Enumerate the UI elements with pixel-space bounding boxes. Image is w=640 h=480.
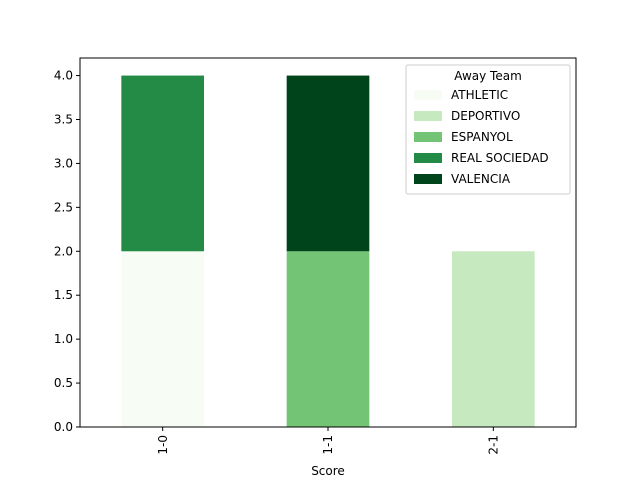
y-tick-label: 2.0 (54, 244, 73, 258)
y-tick-label: 1.5 (54, 288, 73, 302)
legend-title: Away Team (454, 69, 522, 83)
bar-1-1-series-4 (286, 75, 370, 252)
bars-group (121, 75, 535, 427)
y-tick-label: 0.0 (54, 420, 73, 434)
legend-swatch (414, 174, 442, 184)
y-tick-label: 4.0 (54, 69, 73, 83)
bar-2-1-series-1 (452, 251, 535, 427)
legend-box (405, 64, 571, 195)
bar-1-1-series-2 (286, 251, 370, 427)
x-axis: 1-0 1-1 2-1 (156, 427, 501, 455)
legend-entry: ESPANYOL (451, 130, 513, 144)
legend-swatch (414, 153, 442, 163)
x-tick-label: 2-1 (487, 435, 501, 455)
y-tick-label: 0.5 (54, 376, 73, 390)
legend-entry: DEPORTIVO (451, 109, 520, 123)
legend: Away Team ATHLETIC DEPORTIVO ESPANYOL REAL S… (405, 64, 571, 195)
x-axis-label: Score (311, 464, 345, 478)
y-tick-label: 3.5 (54, 113, 73, 127)
plot-frame (79, 57, 577, 428)
x-tick-label: 1-0 (156, 435, 170, 455)
y-tick-label: 1.0 (54, 332, 73, 346)
y-tick-label: 2.5 (54, 200, 73, 214)
legend-swatch (414, 111, 442, 121)
legend-entry: VALENCIA (451, 172, 511, 186)
legend-entry: REAL SOCIEDAD (451, 151, 549, 165)
legend-swatch (414, 90, 442, 100)
y-tick-label: 3.0 (54, 156, 73, 170)
legend-swatch (414, 132, 442, 142)
bar-1-0-series-0 (121, 251, 204, 427)
bar-1-0-series-3 (121, 75, 204, 252)
legend-entry: ATHLETIC (451, 88, 508, 102)
y-axis: 0.0 0.5 1.0 1.5 2.0 2.5 3.0 3.5 4.0 (54, 69, 80, 434)
x-tick-label: 1-1 (321, 435, 335, 455)
